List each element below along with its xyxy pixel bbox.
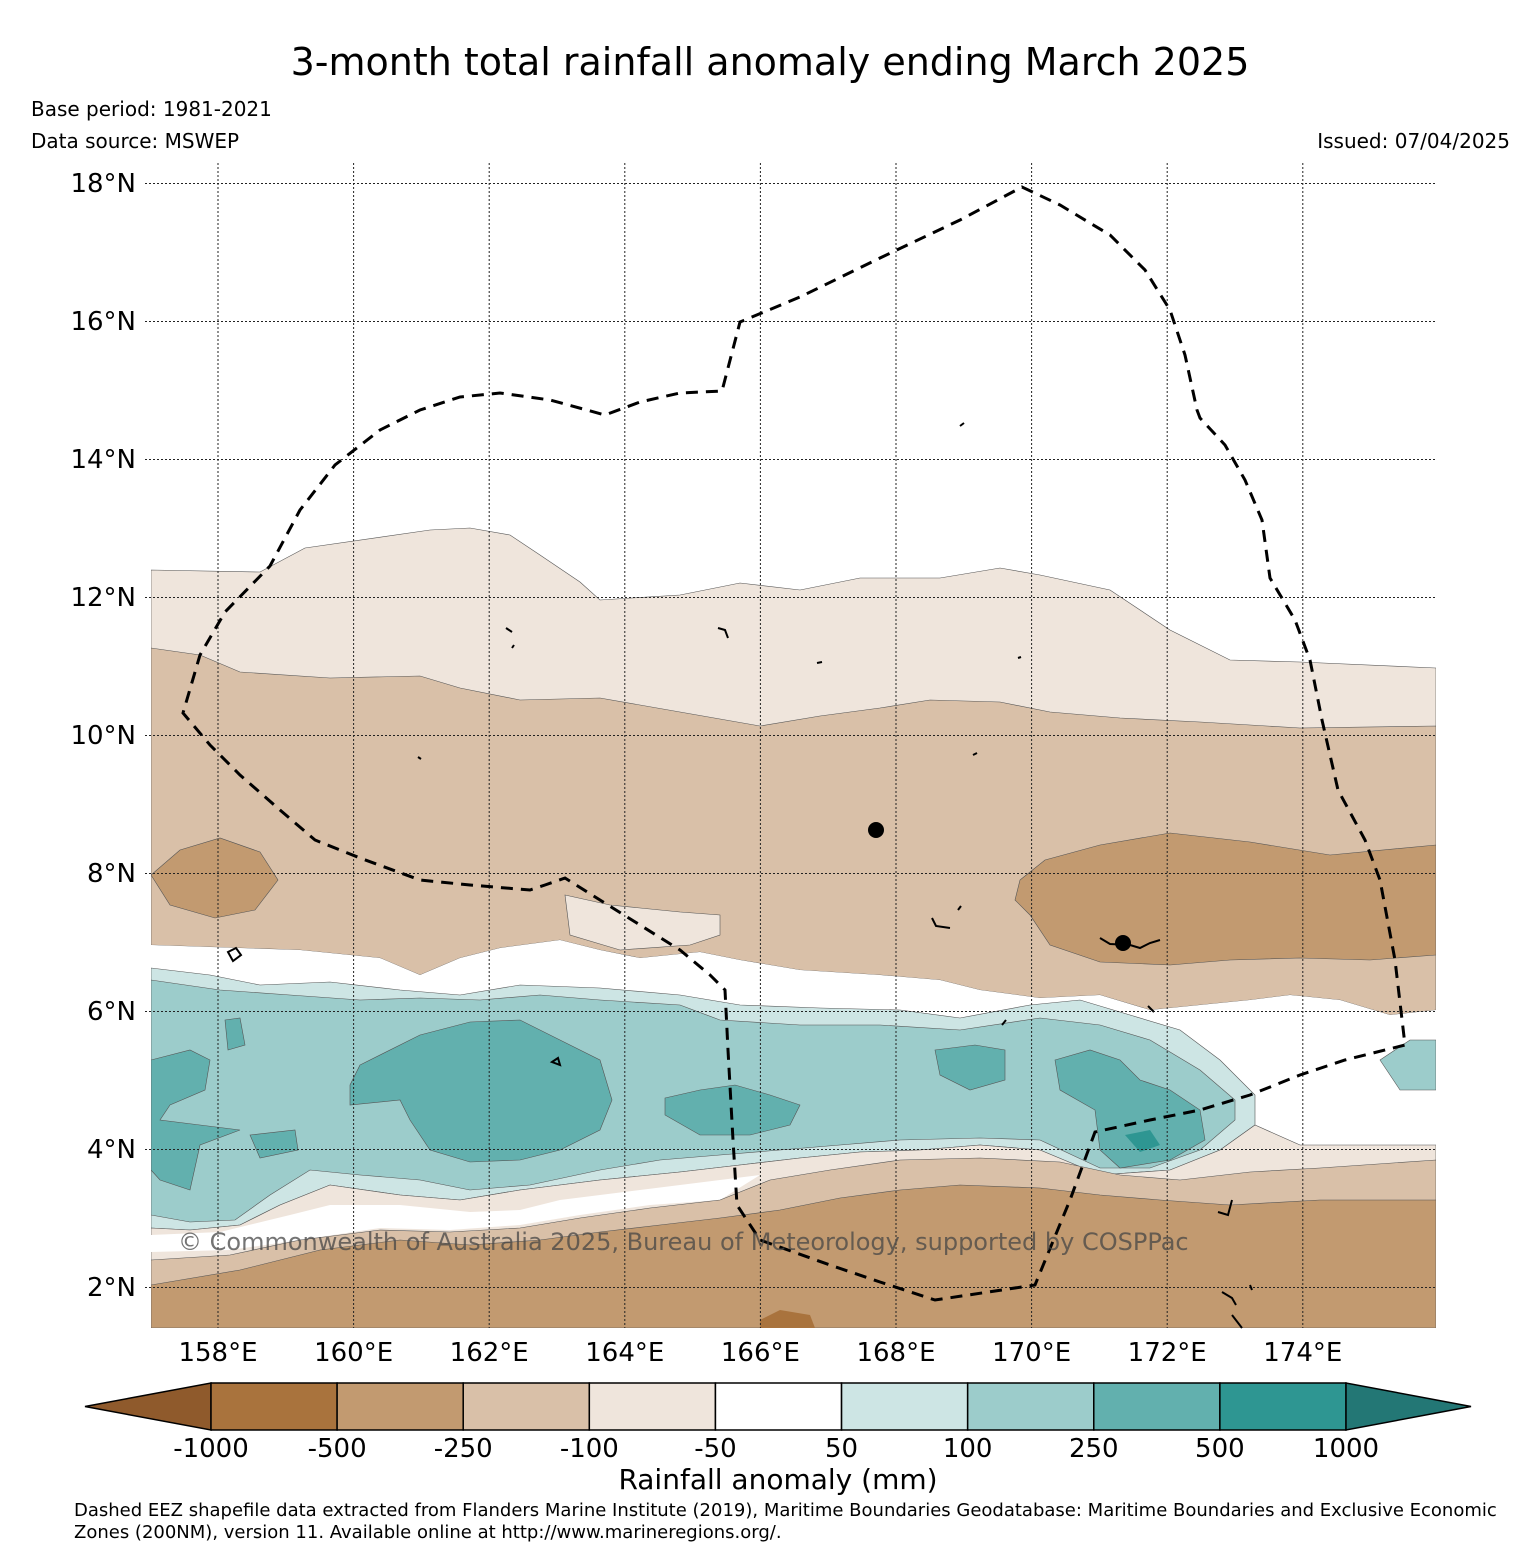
colorbar-swatch [210, 1382, 338, 1431]
lat-tick-label: 4°N [87, 1134, 136, 1165]
capital-marker-majuro [1115, 935, 1131, 951]
colorbar-extend-low [84, 1382, 212, 1431]
lat-tick-label: 2°N [87, 1272, 136, 1303]
colorbar-tick-label: -100 [559, 1434, 619, 1464]
map-title: 3-month total rainfall anomaly ending Ma… [290, 40, 1250, 84]
lon-tick-label: 164°E [585, 1338, 665, 1368]
anomaly-field [151, 163, 1436, 1328]
anomaly-region-teal-east-edge [1379, 1039, 1436, 1091]
colorbar-swatch [336, 1382, 464, 1431]
gridlines [145, 163, 1436, 1328]
colorbar-tick-label: 250 [1068, 1434, 1119, 1464]
colorbar-tick-label: 500 [1195, 1434, 1245, 1464]
footer-citation: Dashed EEZ shapefile data extracted from… [74, 1500, 1497, 1543]
anomaly-region-light-patch [564, 894, 721, 951]
islands [226, 422, 1253, 1329]
lat-tick-label: 10°N [70, 720, 136, 751]
colorbar-swatch [588, 1382, 717, 1431]
anomaly-region-teal-dark-west [151, 1049, 241, 1191]
colorbar-tick-label: 100 [942, 1434, 993, 1464]
anomaly-region-teal-dark-central [349, 1019, 613, 1163]
issued-date: Issued: 07/04/2025 [1317, 129, 1510, 153]
anomaly-region-white-streak [151, 1175, 760, 1252]
colorbar-extend-high [1345, 1382, 1472, 1431]
data-source: Data source: MSWEP [31, 129, 240, 153]
anomaly-region-teal-darkest [1125, 1130, 1160, 1152]
colorbar-swatch [966, 1382, 1095, 1431]
eez-boundary [181, 185, 1407, 1302]
colorbar-tick-label: -50 [694, 1434, 737, 1464]
colorbar [84, 1382, 1472, 1431]
colorbar-tick-label: -250 [433, 1434, 493, 1464]
colorbar-title: Rainfall anomaly (mm) [618, 1463, 938, 1496]
lat-tick-label: 8°N [87, 858, 136, 889]
copyright-notice: © Commonwealth of Australia 2025, Bureau… [178, 1228, 1189, 1256]
lon-tick-label: 160°E [314, 1338, 394, 1368]
lon-tick-label: 172°E [1127, 1338, 1207, 1368]
lon-tick-label: 174°E [1263, 1338, 1343, 1368]
lon-tick-label: 162°E [449, 1338, 529, 1368]
lat-tick-label: 6°N [87, 996, 136, 1027]
colorbar-tick-label: -1000 [173, 1434, 249, 1464]
colorbar-swatch [1093, 1382, 1221, 1431]
lat-tick-label: 12°N [70, 582, 136, 613]
lat-tick-label: 14°N [70, 444, 136, 475]
lon-tick-label: 168°E [856, 1338, 936, 1368]
colorbar-swatch [1219, 1382, 1347, 1431]
capital-marker-kwajalein [868, 822, 884, 838]
anomaly-region-brown-west [151, 837, 279, 919]
base-period: Base period: 1981-2021 [31, 97, 272, 121]
colorbar-tick-label: 1000 [1312, 1434, 1380, 1464]
anomaly-region-brown-east [1014, 832, 1436, 966]
colorbar-tick-label: 50 [825, 1434, 859, 1464]
anomaly-region-teal-dark-east2 [1054, 1049, 1206, 1169]
lon-tick-label: 166°E [720, 1338, 800, 1368]
anomaly-region-teal-dark-east1 [934, 1044, 1006, 1091]
anomaly-region-brown-south [151, 1184, 1436, 1328]
lon-tick-label: 170°E [992, 1338, 1072, 1368]
anomaly-region-dark-brown-south [760, 1310, 815, 1328]
colorbar-swatch [714, 1382, 843, 1431]
anomaly-region-teal-dark-small1 [224, 1017, 246, 1051]
lat-tick-label: 16°N [70, 306, 136, 337]
lon-tick-label: 158°E [178, 1338, 258, 1368]
colorbar-swatch [840, 1382, 969, 1431]
lat-tick-label: 18°N [70, 168, 136, 199]
colorbar-swatch [462, 1382, 591, 1431]
colorbar-tick-label: -500 [307, 1434, 367, 1464]
